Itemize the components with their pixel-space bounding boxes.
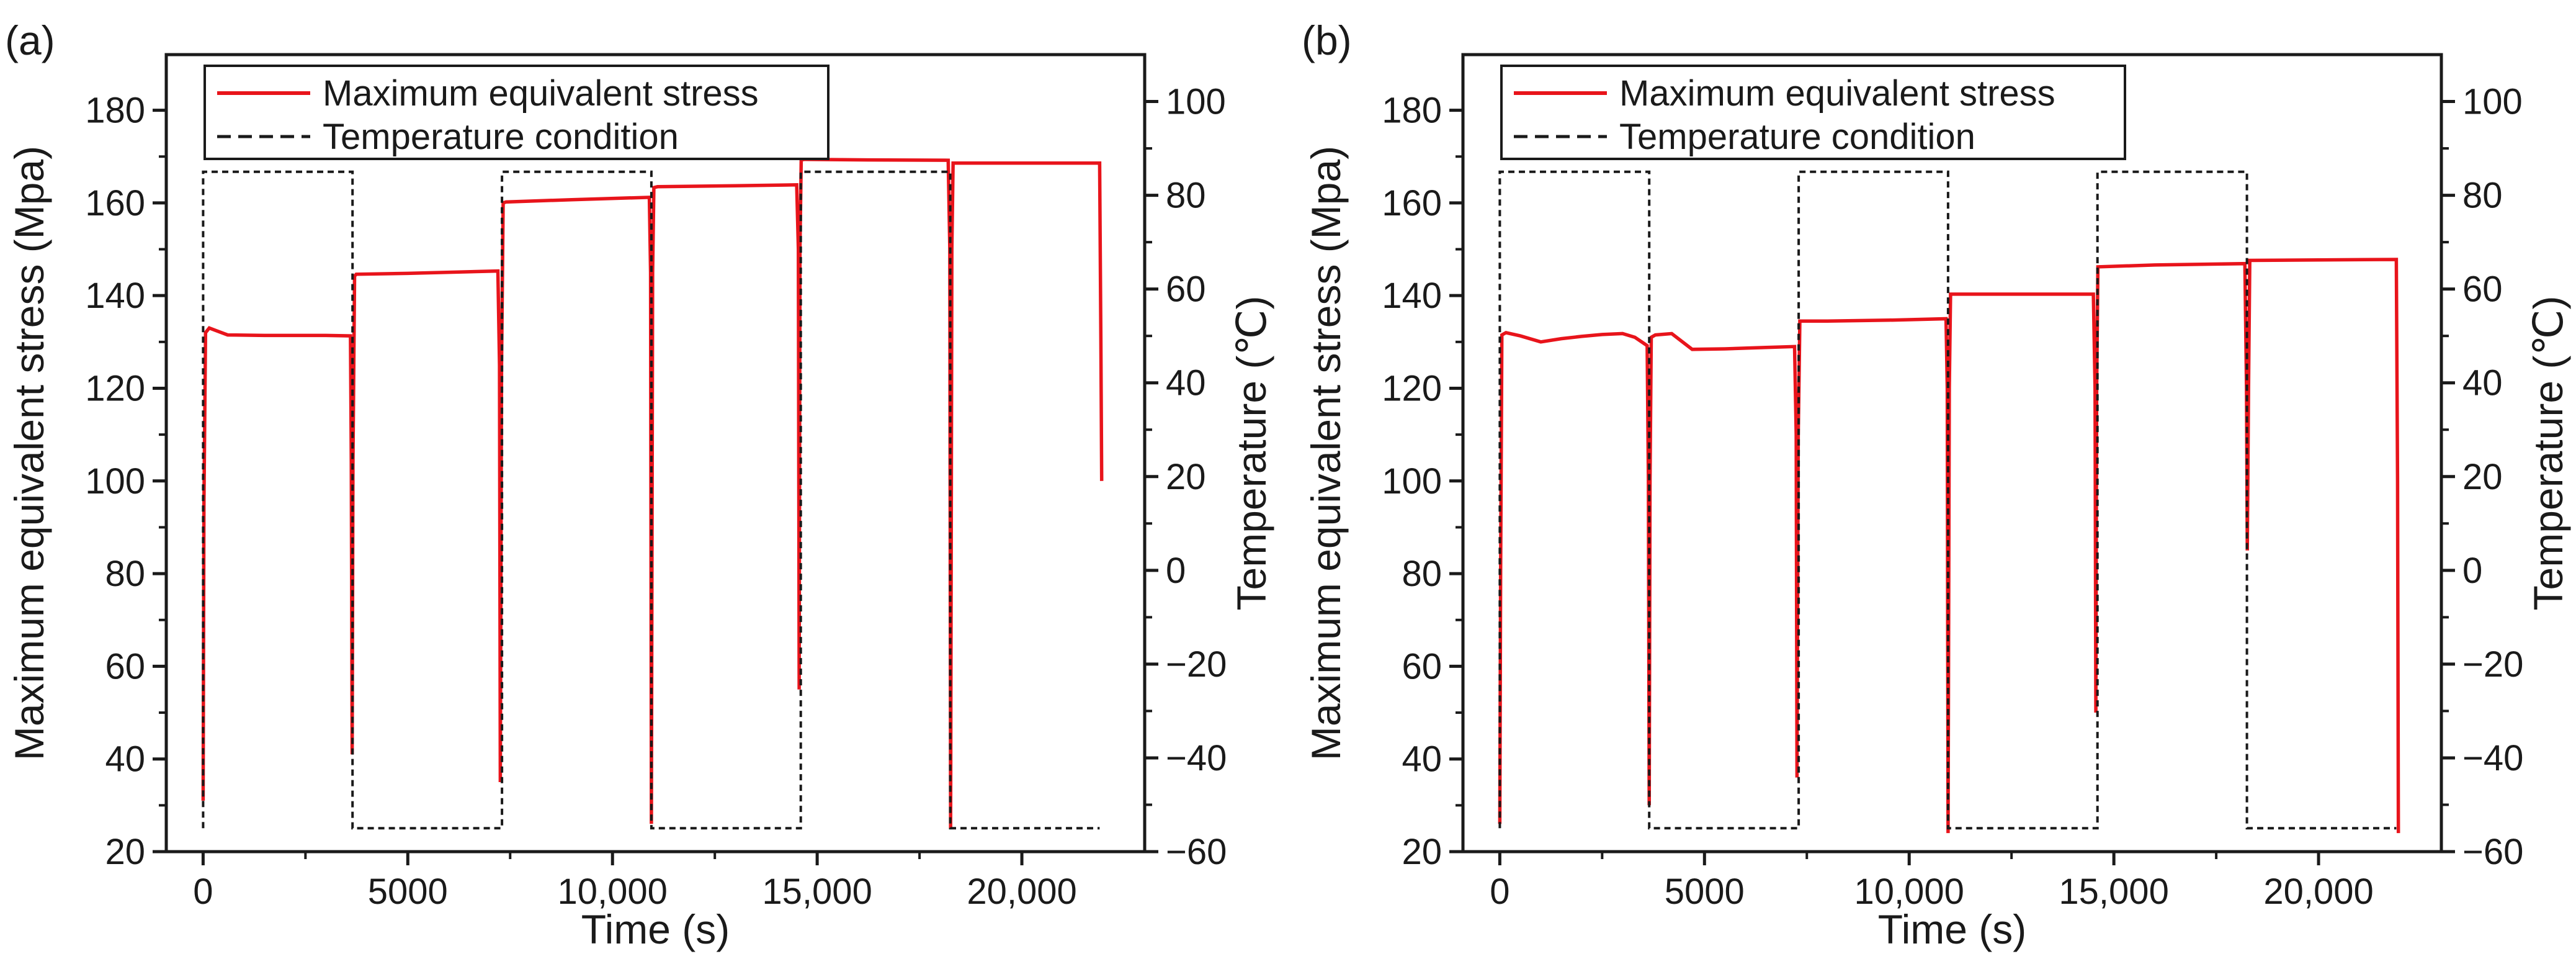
temperature-series-line [202, 170, 1100, 830]
y2-tick-label: 40 [2462, 363, 2503, 403]
legend-box [1500, 65, 2126, 160]
panel-label: (a) [5, 17, 55, 63]
y2-tick-label: 40 [1166, 363, 1206, 403]
y2-tick-label: 0 [1166, 551, 1186, 591]
plot-frame [164, 53, 1147, 854]
y2-axis-title: Temperature (℃) [1228, 296, 1274, 611]
y2-tick-label: 20 [2462, 457, 2503, 497]
panel-b: 0 5000 10,000 15,000 20,000 20 40 60 80 100 120 140… [1302, 17, 2571, 952]
panel-label: (b) [1302, 17, 1352, 63]
legend-entry-label: Temperature condition [1619, 117, 1975, 157]
stress-series-line [1498, 258, 2400, 834]
y2-tick-label: 60 [2462, 269, 2503, 310]
y2-tick-label: 100 [1166, 82, 1226, 122]
y-tick-label: 180 [1382, 91, 1442, 131]
y-tick-label: 120 [1382, 368, 1442, 408]
plot-frame [1461, 53, 2443, 854]
y-tick-label: 20 [1402, 832, 1442, 872]
y-axis-title: Maximum equivalent stress (Mpa) [6, 146, 52, 760]
x-tick-label: 5000 [368, 872, 448, 912]
y-tick-label: 180 [85, 91, 145, 131]
y-tick-label: 160 [1382, 183, 1442, 223]
y2-tick-label: 20 [1166, 457, 1206, 497]
legend-entry-label: Maximum equivalent stress [1619, 73, 2055, 114]
y-tick-label: 80 [105, 554, 145, 594]
x-tick-label: 20,000 [2263, 872, 2373, 912]
legend-box [203, 65, 830, 160]
x-tick-label: 15,000 [762, 872, 872, 912]
panel-a: 0 5000 10,000 15,000 20,000 20 40 60 80 100 120 140… [5, 17, 1274, 952]
x-axis-title: Time (s) [1878, 906, 2027, 952]
x-tick-label: 10,000 [1854, 872, 1964, 912]
y-tick-label: 100 [85, 461, 145, 502]
y2-tick-label: −60 [2462, 832, 2523, 872]
y-tick-label: 60 [105, 646, 145, 687]
x-axis-title: Time (s) [581, 906, 730, 952]
y2-axis-title: Temperature (℃) [2525, 296, 2571, 611]
x-tick-label: 0 [1490, 872, 1509, 912]
x-tick-label: 0 [193, 872, 213, 912]
x-tick-label: 20,000 [967, 872, 1076, 912]
legend-entry-label: Temperature condition [323, 117, 679, 157]
y-axis-title: Maximum equivalent stress (Mpa) [1303, 146, 1349, 760]
stress-series-line [201, 157, 1104, 829]
y2-tick-label: 100 [2462, 82, 2523, 122]
y-tick-label: 140 [1382, 276, 1442, 316]
y2-tick-label: −20 [1166, 644, 1227, 685]
y-tick-label: 40 [1402, 739, 1442, 780]
y2-tick-label: −40 [2462, 738, 2523, 778]
x-tick-label: 5000 [1665, 872, 1745, 912]
y-tick-label: 100 [1382, 461, 1442, 502]
y2-tick-label: 0 [2462, 551, 2482, 591]
y2-tick-label: −40 [1166, 738, 1227, 778]
y-tick-label: 40 [105, 739, 145, 780]
y-tick-label: 20 [105, 832, 145, 872]
legend-entry-label: Maximum equivalent stress [323, 73, 759, 114]
y2-tick-label: 80 [2462, 176, 2503, 216]
y2-tick-label: −20 [2462, 644, 2523, 685]
temperature-series-line [1498, 170, 2397, 830]
x-tick-label: 10,000 [558, 872, 668, 912]
y-tick-label: 60 [1402, 646, 1442, 687]
y2-tick-label: 80 [1166, 176, 1206, 216]
y-tick-label: 160 [85, 183, 145, 223]
y2-tick-label: −60 [1166, 832, 1227, 872]
y-tick-label: 120 [85, 368, 145, 408]
y-tick-label: 80 [1402, 554, 1442, 594]
y-tick-label: 140 [85, 276, 145, 316]
x-tick-label: 15,000 [2059, 872, 2168, 912]
y2-tick-label: 60 [1166, 269, 1206, 310]
